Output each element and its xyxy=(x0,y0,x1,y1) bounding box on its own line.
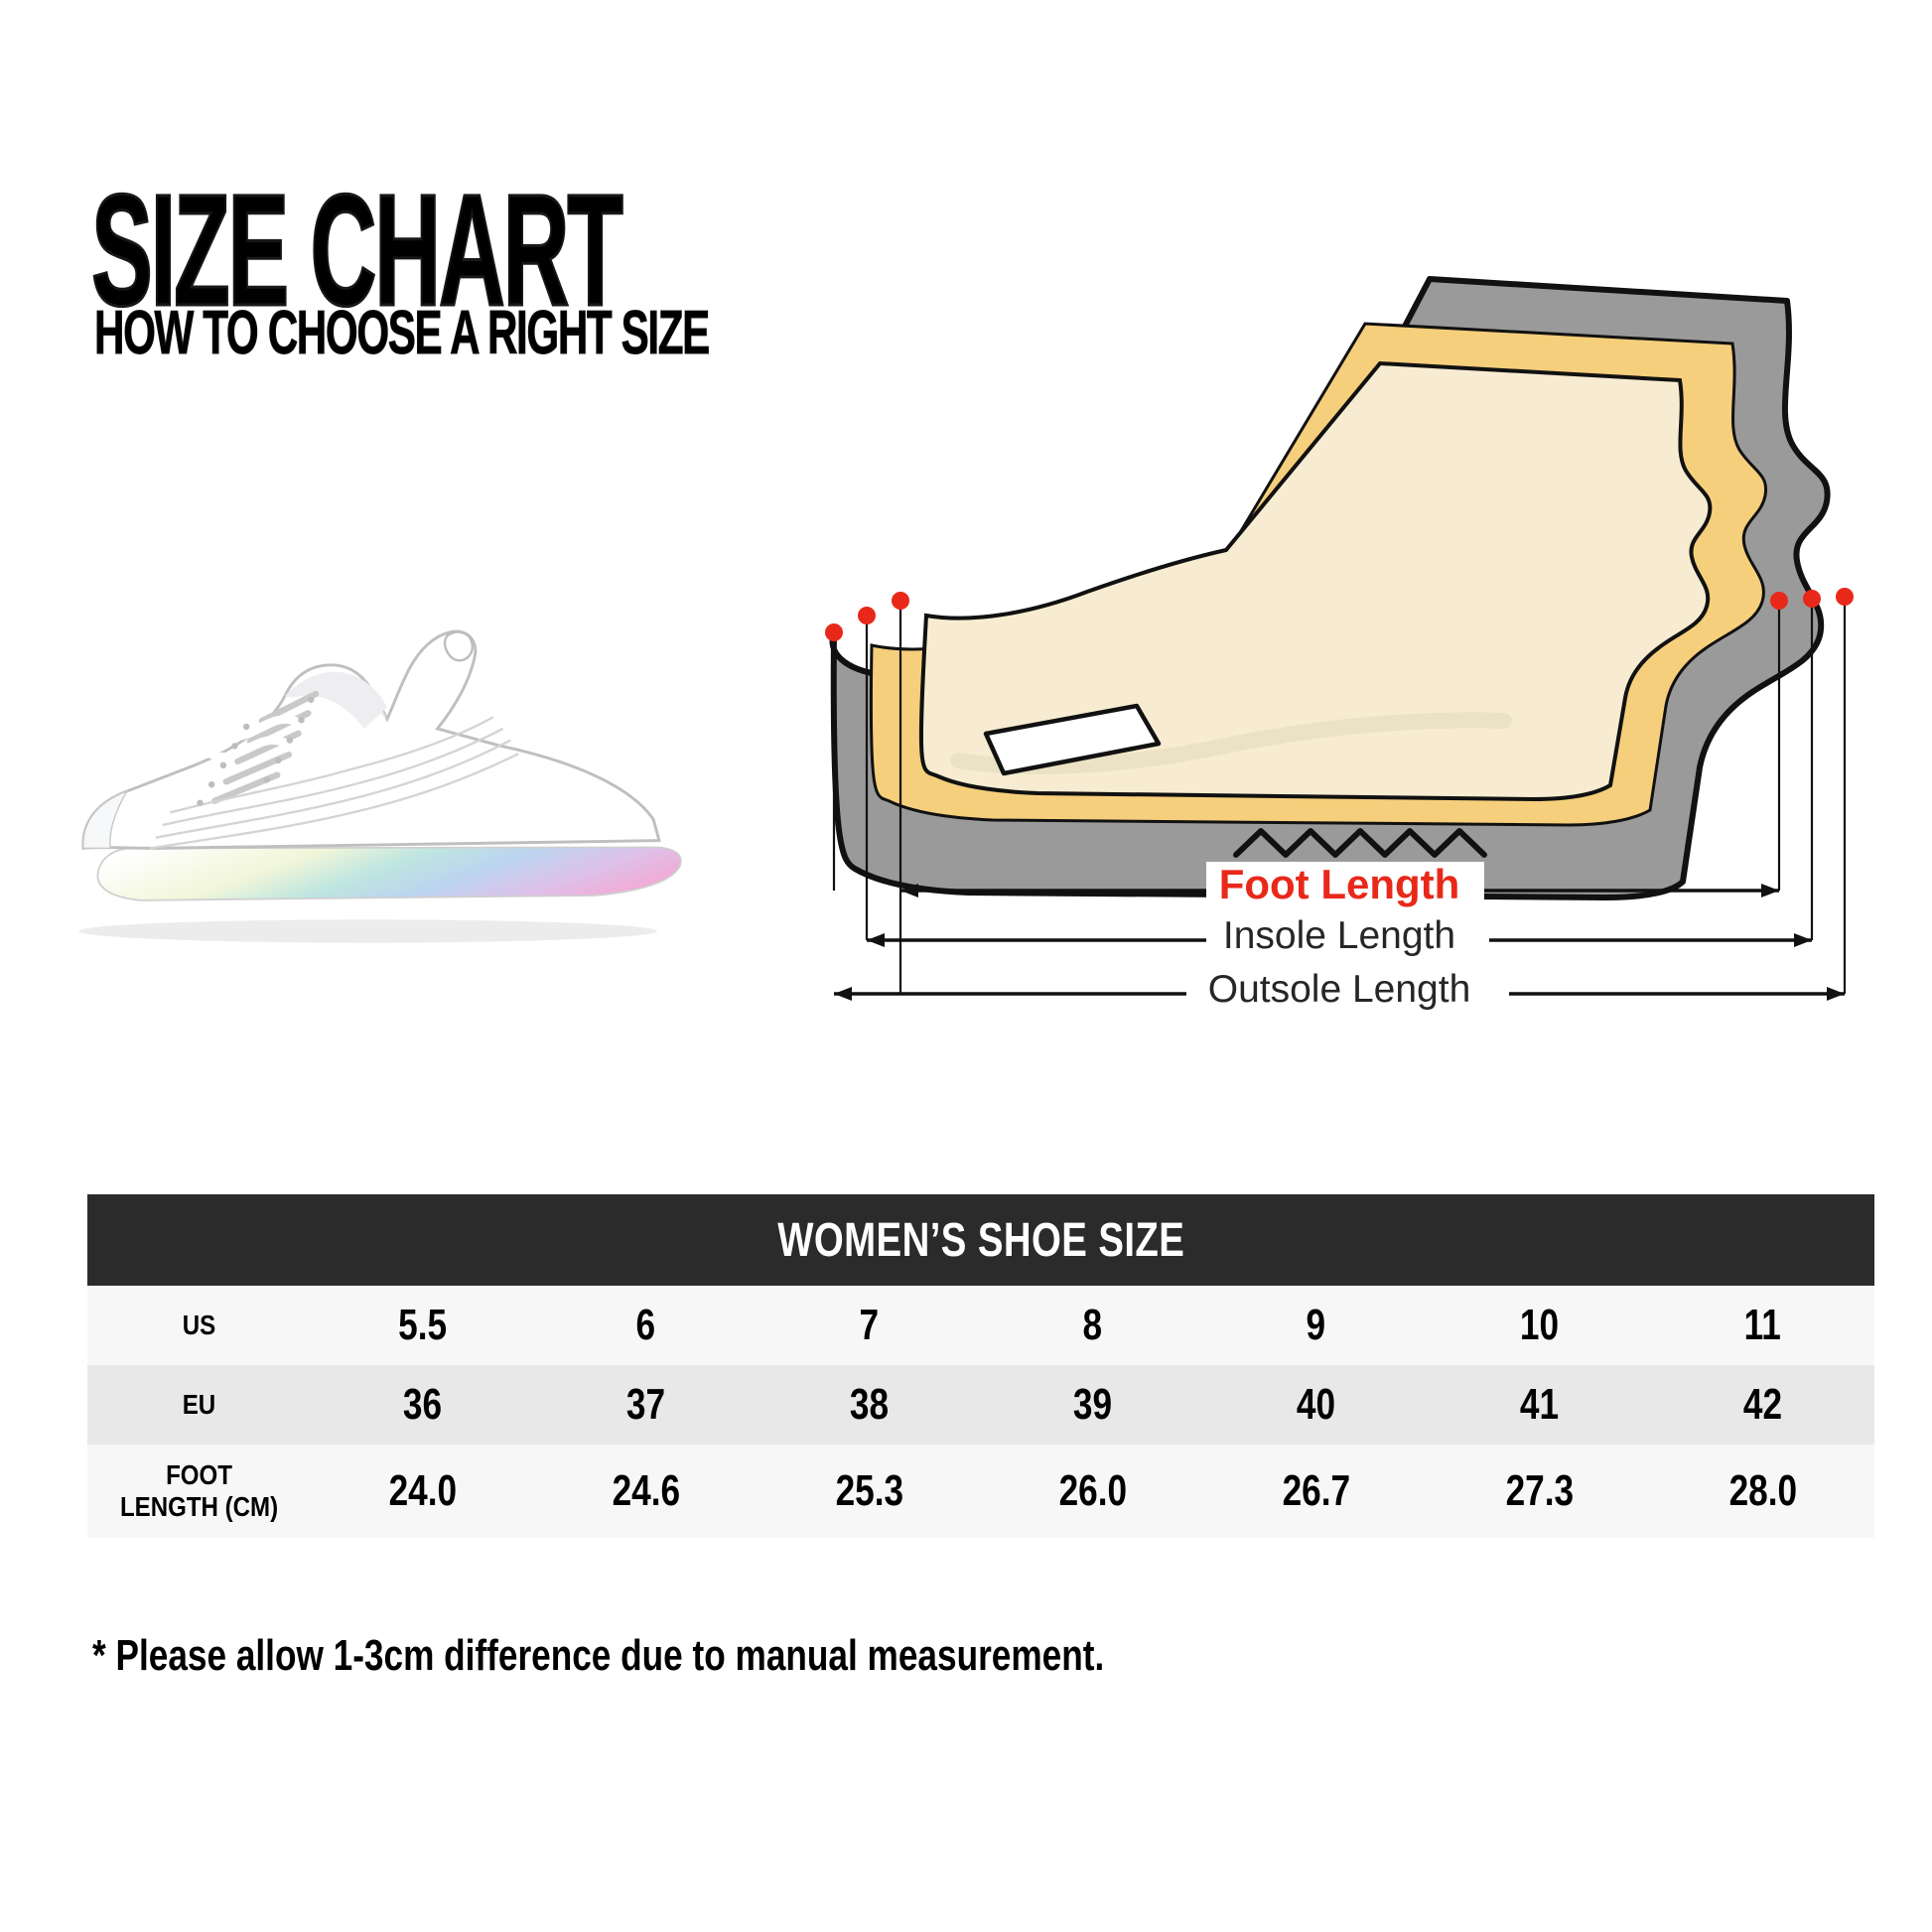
svg-text:Insole Length: Insole Length xyxy=(1223,914,1455,957)
svg-text:Outsole Length: Outsole Length xyxy=(1208,968,1471,1011)
svg-text:Foot Length: Foot Length xyxy=(1219,861,1460,907)
